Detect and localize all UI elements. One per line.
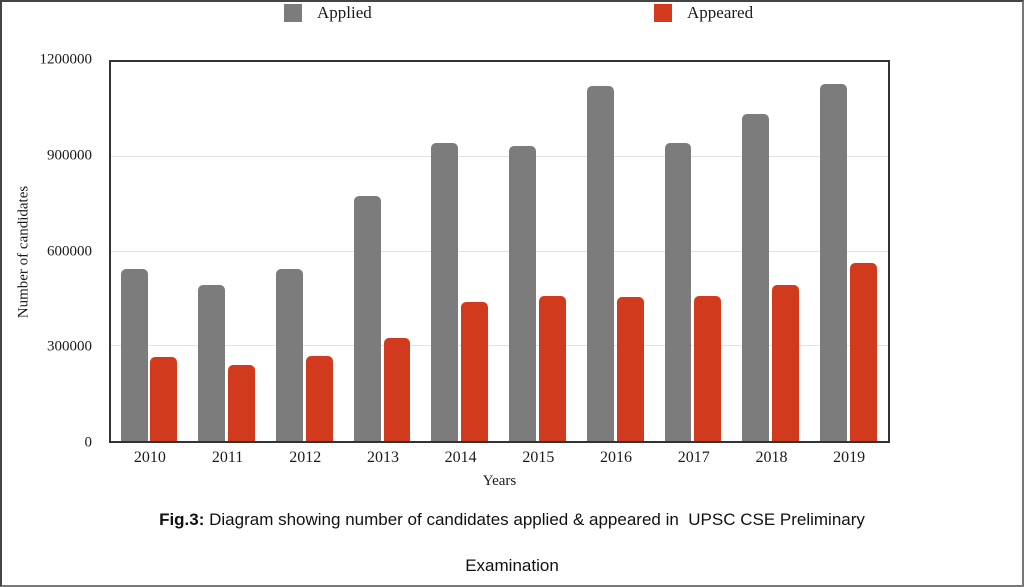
bar-appeared-2014 [461,302,489,441]
x-tick-label: 2013 [366,449,399,466]
bar-appeared-2017 [694,295,722,441]
x-tick-label: 2010 [133,449,166,466]
gridline [111,250,888,252]
bar-group-2012: 2012 [266,62,344,466]
bar-appeared-2019 [849,262,877,441]
y-tick-label: 0 [84,434,93,451]
x-tick-label: 2011 [211,449,244,466]
bar-group-2010: 2010 [111,62,189,466]
bar-appeared-2015 [538,295,566,441]
bar-group-2019: 2019 [810,62,888,466]
figure-caption: Fig.3: Diagram showing number of candida… [2,508,1022,585]
x-tick-label: 2018 [755,449,788,466]
x-tick-label: 2017 [677,449,710,466]
bar-group-2016: 2016 [577,62,655,466]
bar-group-2011: 2011 [189,62,267,466]
x-axis-title: Years [482,473,517,489]
bar-group-2015: 2015 [500,62,578,466]
y-tick-label: 900000 [47,147,92,164]
bar-group-2017: 2017 [655,62,733,466]
legend-item-appeared: Appeared [654,3,753,22]
bar-appeared-2011 [228,365,256,441]
legend-label-applied: Applied [317,3,372,22]
bar-appeared-2012 [305,355,333,441]
plot-area: 2010 2011 2012 2013 2014 2015 2016 2017 2018 2019 [109,60,890,466]
caption-fig-label: Fig.3: [159,510,205,529]
x-tick-label: 2014 [444,449,477,466]
y-tick-label: 300000 [47,338,92,355]
legend-swatch-applied-icon [284,3,302,22]
legend-swatch-appeared-icon [654,3,672,22]
bar-applied-2011 [198,284,226,441]
y-tick-label: 1200000 [39,51,93,68]
bar-appeared-2018 [772,284,799,441]
x-tick-label: 2012 [289,449,322,466]
bar-appeared-2016 [616,297,644,441]
bar-group-2014: 2014 [422,62,500,466]
bar-applied-2018 [742,114,770,441]
gridline [111,345,888,347]
bar-applied-2010 [120,268,148,441]
bar-appeared-2010 [150,357,178,441]
bar-applied-2017 [664,142,692,441]
x-tick-label: 2015 [522,449,555,466]
bar-applied-2013 [353,196,381,441]
bar-applied-2012 [276,268,303,441]
caption-line2: Examination [465,556,559,575]
bar-applied-2019 [819,84,847,441]
y-axis-labels: 0 300000 600000 900000 1200000 [2,52,100,450]
x-tick-label: 2016 [600,449,633,466]
bar-group-2018: 2018 [733,62,811,466]
legend-item-applied: Applied [284,3,372,22]
bar-group-2013: 2013 [344,62,422,466]
bar-appeared-2013 [383,338,411,441]
bar-applied-2015 [509,145,536,441]
gridline [111,155,888,157]
bar-applied-2014 [431,142,459,441]
caption-fig-text: Diagram showing number of candidates app… [204,510,865,529]
x-tick-label: 2019 [833,449,866,466]
bar-applied-2016 [586,85,614,441]
y-tick-label: 600000 [47,243,92,259]
bar-groups: 2010 2011 2012 2013 2014 2015 2016 2017 2018 2019 [111,62,888,466]
legend-label-appeared: Appeared [687,3,754,22]
